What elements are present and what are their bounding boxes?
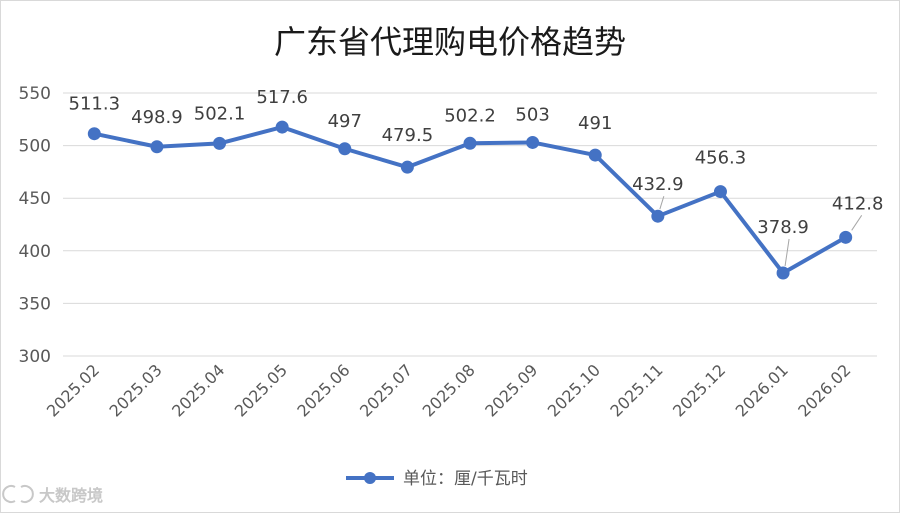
data-label-leader [659,196,665,210]
data-point [839,230,853,244]
watermark-logo-icon [2,485,34,503]
x-tick-label: 2026.02 [794,360,854,420]
y-tick-label: 350 [19,294,51,314]
watermark: 大数跨境 [2,485,103,505]
data-label: 456.3 [695,148,747,169]
x-tick-label: 2025.04 [168,360,228,420]
legend-label: 单位：厘/千瓦时 [403,469,528,489]
x-axis-ticks: 2025.02 2025.03 2025.04 2025.05 2025.06 2025.… [43,360,855,420]
data-point [275,120,289,134]
watermark-text: 大数跨境 [39,486,103,505]
x-tick-label: 2025.11 [606,360,666,420]
x-tick-label: 2025.02 [43,360,103,420]
x-tick-label: 2026.01 [732,360,792,420]
data-label: 378.9 [757,217,809,238]
data-point [213,136,227,150]
data-label: 503 [515,104,549,125]
data-point [713,185,727,199]
x-tick-label: 2025.05 [231,360,291,420]
data-point [776,266,790,280]
data-point [526,135,540,149]
data-label: 517.6 [256,87,308,108]
data-point [400,160,414,174]
x-tick-label: 2025.06 [293,360,353,420]
data-point [150,140,164,154]
data-labels: 511.3 498.9 502.1 517.6 497 479.5 502.2 503 491 4… [69,87,884,267]
data-point [87,127,101,141]
data-label: 502.2 [444,105,496,126]
y-tick-label: 450 [19,189,51,209]
data-label: 412.8 [832,193,884,214]
data-point [588,148,602,162]
chart-title: 广东省代理购电价格趋势 [274,23,626,61]
data-label: 502.1 [194,103,246,124]
x-tick-label: 2025.09 [481,360,541,420]
data-label: 497 [328,111,362,132]
data-point [463,136,477,150]
gridlines [63,92,877,357]
series-group [87,120,853,280]
y-tick-label: 550 [19,84,51,104]
y-tick-label: 400 [19,242,51,262]
legend: 单位：厘/千瓦时 [346,469,528,489]
x-tick-label: 2025.07 [356,360,416,420]
data-label-leader [784,238,790,267]
legend-point-marker [364,472,376,484]
y-axis-ticks: 300 350 400 450 500 550 [19,84,51,367]
data-point [651,209,665,223]
data-label: 432.9 [632,174,684,195]
y-tick-label: 300 [19,347,51,367]
x-tick-label: 2025.10 [544,360,604,420]
data-label: 511.3 [69,94,121,115]
x-tick-label: 2025.08 [419,360,479,420]
data-point [338,142,352,156]
x-tick-label: 2025.03 [106,360,166,420]
data-label-leader [851,215,863,231]
x-tick-label: 2025.12 [669,360,729,420]
data-label: 479.5 [382,125,434,146]
y-tick-label: 500 [19,137,51,157]
data-label: 491 [578,113,612,134]
data-label: 498.9 [131,107,183,128]
